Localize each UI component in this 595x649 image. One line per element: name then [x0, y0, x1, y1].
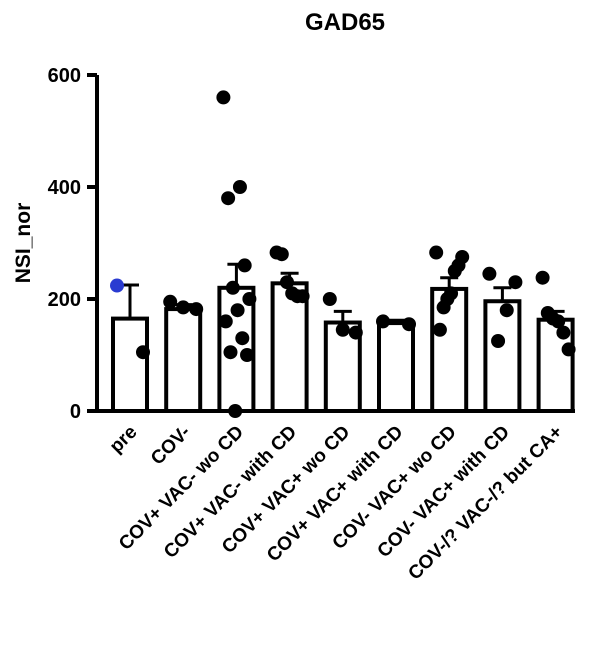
data-point	[556, 325, 571, 340]
chart-title: GAD65	[305, 9, 385, 36]
bar	[377, 321, 415, 413]
data-point	[499, 303, 514, 318]
data-point	[110, 278, 124, 293]
data-point	[218, 314, 233, 329]
data-point	[429, 245, 444, 260]
y-tick-label: 600	[48, 65, 81, 87]
data-point	[335, 322, 350, 337]
data-point	[136, 345, 150, 360]
y-axis-label: NSI_nor	[12, 203, 35, 284]
x-tick-label: pre	[106, 422, 142, 458]
data-point	[508, 275, 523, 290]
data-point	[482, 266, 497, 281]
data-point	[402, 317, 416, 332]
data-point	[551, 314, 566, 329]
bar	[111, 316, 149, 414]
data-point	[240, 348, 255, 362]
data-point	[223, 345, 238, 360]
data-point	[189, 302, 204, 317]
data-point	[216, 90, 231, 105]
data-point	[237, 258, 252, 273]
y-tick-label: 400	[48, 177, 81, 199]
data-point	[163, 294, 178, 309]
data-point	[447, 264, 462, 278]
data-point	[176, 300, 191, 315]
y-tick-label: 0	[70, 401, 81, 423]
data-point	[348, 325, 363, 340]
data-point	[295, 289, 310, 304]
data-point	[535, 270, 550, 285]
data-point	[274, 247, 289, 262]
bar	[483, 299, 522, 413]
data-point	[242, 292, 257, 306]
data-point	[225, 280, 240, 295]
data-point	[436, 300, 451, 315]
data-point	[491, 334, 506, 348]
data-point	[322, 292, 337, 306]
data-point	[280, 275, 294, 290]
data-point	[432, 322, 447, 337]
data-point	[232, 180, 247, 194]
x-tick-label: COV-	[147, 422, 195, 470]
data-point	[561, 342, 576, 357]
data-point	[376, 314, 390, 329]
data-point	[230, 303, 245, 318]
data-point	[235, 331, 250, 346]
data-point	[228, 404, 243, 418]
bar	[164, 307, 203, 413]
y-tick-label: 200	[48, 289, 81, 311]
data-point	[221, 191, 236, 206]
